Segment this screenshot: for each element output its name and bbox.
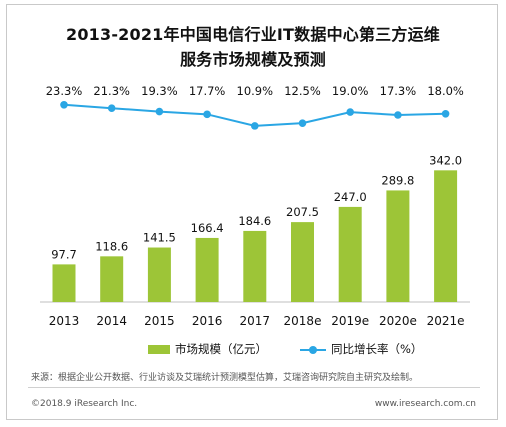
growth-point-2018e (298, 119, 307, 127)
bar-2017 (243, 230, 267, 302)
growth-value-label-2020e: 17.3% (380, 84, 417, 98)
x-tick-label-2015: 2015 (144, 314, 175, 328)
chart-frame (6, 4, 498, 420)
bar-2020e (386, 190, 410, 302)
growth-value-label-2018e: 12.5% (284, 84, 321, 98)
x-tick-label-2013: 2013 (49, 314, 80, 328)
growth-point-2015 (155, 107, 164, 116)
x-tick-label-2019e: 2019e (331, 314, 369, 328)
x-tick-label-2018e: 2018e (284, 314, 322, 328)
growth-value-label-2014: 21.3% (93, 84, 130, 98)
legend-item-market-size: 市场规模（亿元） (148, 341, 267, 357)
growth-value-label-2016: 17.7% (189, 84, 226, 98)
chart-title-line-2: 服务市场规模及预测 (180, 50, 326, 69)
bar-value-label-2017: 184.6 (238, 214, 271, 228)
bar-value-label-2013: 97.7 (51, 247, 77, 261)
bar-2019e (338, 206, 362, 302)
bar-value-label-2016: 166.4 (191, 221, 224, 235)
bar-2018e (291, 222, 314, 302)
growth-point-2014 (107, 104, 116, 112)
x-tick-label-2016: 2016 (192, 314, 223, 328)
growth-point-2013 (60, 101, 68, 109)
growth-value-label-2021e: 18.0% (427, 84, 464, 98)
bar-value-label-2021e: 342.0 (429, 153, 462, 167)
website-link[interactable]: www.iresearch.com.cn (374, 399, 476, 409)
legend-line-label: 同比增长率（%） (331, 342, 423, 356)
chart-title-line-1: 2013-2021年中国电信行业IT数据中心第三方运维 (66, 25, 440, 44)
growth-point-2016 (203, 110, 211, 119)
bar-value-label-2018e: 207.5 (286, 205, 319, 219)
copyright-text: ©2018.9 iResearch Inc. (31, 399, 138, 409)
footer-divider (28, 387, 480, 388)
bar-2015 (147, 247, 171, 302)
x-tick-label-2020e: 2020e (379, 314, 417, 328)
bar-2014 (100, 256, 124, 302)
growth-value-label-2019e: 19.0% (332, 84, 369, 98)
bar-2016 (195, 237, 219, 302)
legend-bar-swatch (148, 344, 170, 354)
bar-value-label-2020e: 289.8 (381, 173, 414, 187)
growth-point-2019e (346, 108, 355, 116)
growth-value-label-2017: 10.9% (237, 84, 274, 98)
x-tick-label-2017: 2017 (240, 314, 271, 328)
growth-point-2020e (394, 111, 402, 119)
legend-line-swatch (300, 345, 326, 354)
x-tick-label-2014: 2014 (96, 314, 127, 328)
bar-value-label-2015: 141.5 (143, 231, 176, 245)
bar-2013 (52, 264, 76, 302)
bar-2021e (434, 170, 458, 302)
growth-value-label-2015: 19.3% (141, 84, 178, 98)
source-note: 来源：根据企业公开数据、行业访谈及艾瑞统计预测模型估算，艾瑞咨询研究院自主研究及… (31, 373, 419, 383)
bar-value-label-2014: 118.6 (95, 239, 128, 253)
legend-bar-label: 市场规模（亿元） (175, 342, 267, 356)
bar-value-label-2019e: 247.0 (334, 190, 367, 204)
growth-point-2017 (251, 122, 259, 130)
legend-item-growth-rate: 同比增长率（%） (300, 341, 422, 357)
growth-value-label-2013: 23.3% (46, 84, 83, 98)
growth-point-2021e (441, 110, 450, 118)
x-tick-label-2021e: 2021e (427, 314, 465, 328)
